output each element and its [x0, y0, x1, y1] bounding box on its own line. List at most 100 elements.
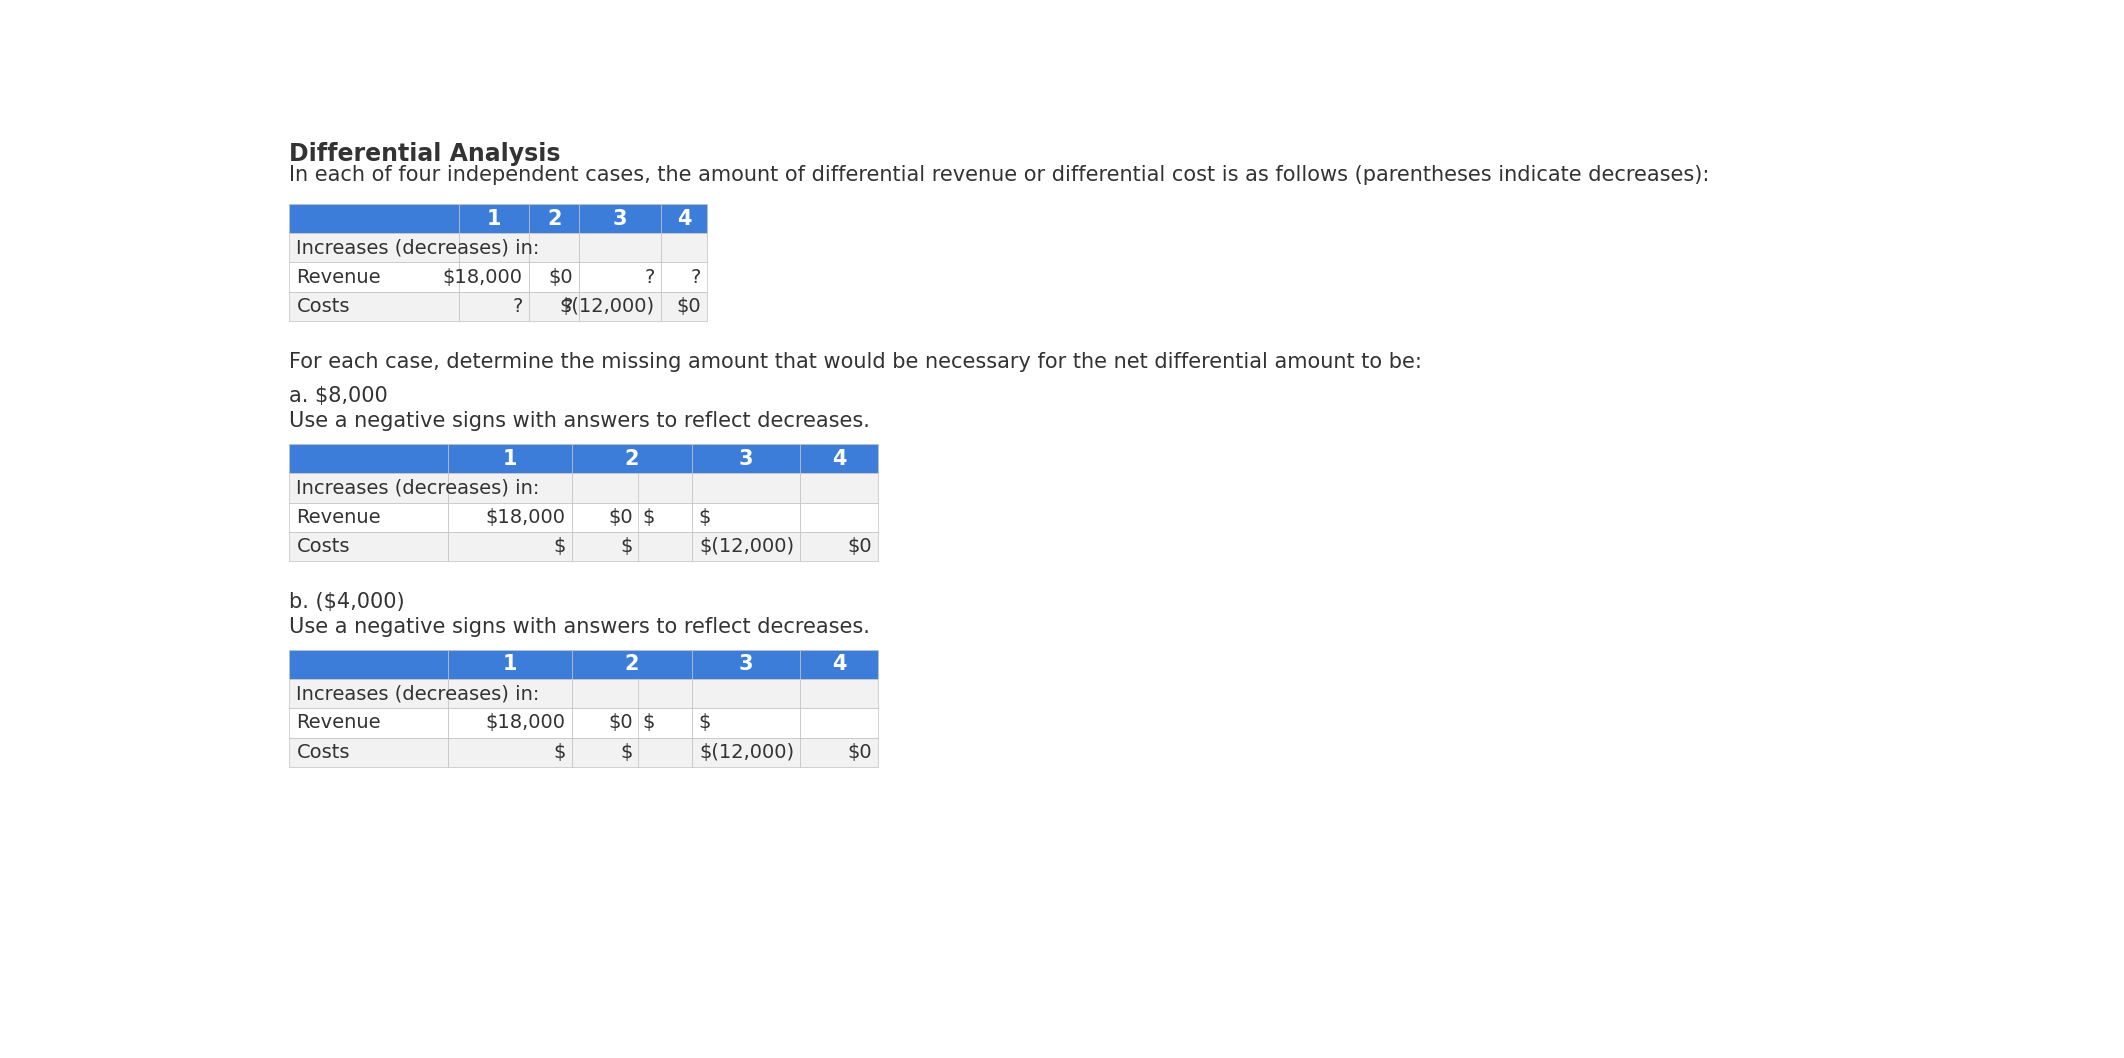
Text: ?: ? — [512, 297, 523, 316]
Bar — [289, 503, 448, 532]
Bar — [571, 503, 692, 532]
Text: $18,000: $18,000 — [442, 268, 523, 287]
Bar — [459, 233, 529, 262]
Text: ?: ? — [690, 268, 701, 287]
Bar — [571, 737, 692, 767]
Text: 4: 4 — [678, 208, 690, 229]
Bar — [289, 444, 448, 474]
Text: In each of four independent cases, the amount of differential revenue or differe: In each of four independent cases, the a… — [289, 165, 1710, 185]
Bar — [571, 444, 692, 474]
Bar — [692, 737, 801, 767]
Text: $0: $0 — [847, 743, 871, 762]
Text: $0: $0 — [548, 268, 573, 287]
Text: 4: 4 — [833, 449, 845, 469]
Bar — [801, 444, 877, 474]
Bar — [801, 737, 877, 767]
Bar — [448, 503, 571, 532]
Bar — [289, 474, 448, 503]
Bar — [571, 679, 692, 708]
Bar — [529, 292, 580, 321]
Text: Increases (decreases) in:: Increases (decreases) in: — [297, 238, 539, 257]
Bar — [692, 708, 801, 737]
Bar — [289, 679, 448, 708]
Text: $: $ — [620, 537, 633, 557]
Text: 4: 4 — [833, 655, 845, 674]
Bar — [692, 474, 801, 503]
Text: Revenue: Revenue — [297, 508, 380, 527]
Bar — [289, 204, 459, 233]
Text: 1: 1 — [503, 655, 516, 674]
Text: $(12,000): $(12,000) — [699, 537, 794, 557]
Text: 2: 2 — [548, 208, 561, 229]
Text: $0: $0 — [847, 537, 871, 557]
Bar — [580, 204, 661, 233]
Text: Costs: Costs — [297, 743, 350, 762]
Bar — [661, 292, 707, 321]
Text: 3: 3 — [739, 655, 754, 674]
Bar — [801, 708, 877, 737]
Text: $: $ — [699, 508, 709, 527]
Bar — [459, 262, 529, 292]
Text: Revenue: Revenue — [297, 268, 380, 287]
Text: 1: 1 — [486, 208, 501, 229]
Text: $: $ — [641, 713, 654, 732]
Text: Increases (decreases) in:: Increases (decreases) in: — [297, 478, 539, 497]
Bar — [289, 532, 448, 561]
Bar — [448, 474, 571, 503]
Text: $: $ — [641, 508, 654, 527]
Bar — [289, 737, 448, 767]
Bar — [459, 292, 529, 321]
Bar — [289, 292, 459, 321]
Bar — [580, 262, 661, 292]
Bar — [289, 233, 459, 262]
Text: 2: 2 — [624, 449, 639, 469]
Bar — [459, 204, 529, 233]
Text: Use a negative signs with answers to reflect decreases.: Use a negative signs with answers to ref… — [289, 617, 869, 637]
Bar — [448, 708, 571, 737]
Text: $(12,000): $(12,000) — [559, 297, 654, 316]
Bar — [448, 737, 571, 767]
Bar — [448, 532, 571, 561]
Text: $(12,000): $(12,000) — [699, 743, 794, 762]
Text: 2: 2 — [624, 655, 639, 674]
Text: b. ($4,000): b. ($4,000) — [289, 592, 404, 612]
Bar — [448, 679, 571, 708]
Text: For each case, determine the missing amount that would be necessary for the net : For each case, determine the missing amo… — [289, 352, 1421, 371]
Bar — [571, 708, 692, 737]
Bar — [448, 444, 571, 474]
Text: ?: ? — [644, 268, 654, 287]
Bar — [571, 650, 692, 679]
Text: a. $8,000: a. $8,000 — [289, 386, 387, 406]
Text: Costs: Costs — [297, 537, 350, 557]
Bar — [289, 262, 459, 292]
Text: $0: $0 — [607, 508, 633, 527]
Text: Use a negative signs with answers to reflect decreases.: Use a negative signs with answers to ref… — [289, 412, 869, 431]
Text: $18,000: $18,000 — [486, 713, 565, 732]
Text: Increases (decreases) in:: Increases (decreases) in: — [297, 685, 539, 704]
Bar — [661, 233, 707, 262]
Text: 3: 3 — [614, 208, 627, 229]
Bar — [801, 474, 877, 503]
Bar — [571, 532, 692, 561]
Text: $: $ — [620, 743, 633, 762]
Bar — [692, 532, 801, 561]
Text: $0: $0 — [675, 297, 701, 316]
Bar — [529, 233, 580, 262]
Bar — [289, 708, 448, 737]
Bar — [661, 204, 707, 233]
Bar — [692, 503, 801, 532]
Text: $: $ — [552, 537, 565, 557]
Bar — [661, 262, 707, 292]
Text: 1: 1 — [503, 449, 516, 469]
Text: Differential Analysis: Differential Analysis — [289, 143, 561, 166]
Bar — [801, 679, 877, 708]
Bar — [571, 474, 692, 503]
Bar — [289, 650, 448, 679]
Bar — [529, 204, 580, 233]
Bar — [801, 503, 877, 532]
Bar — [692, 444, 801, 474]
Bar — [529, 262, 580, 292]
Bar — [448, 650, 571, 679]
Text: ?: ? — [563, 297, 573, 316]
Bar — [580, 233, 661, 262]
